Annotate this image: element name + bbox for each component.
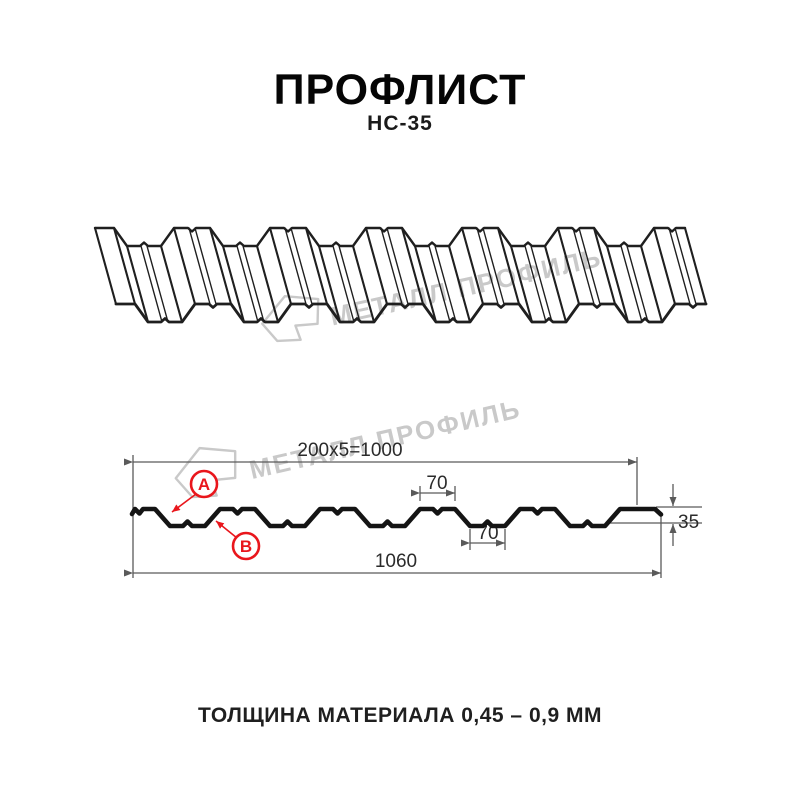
product-code: НС-35 (367, 112, 433, 135)
dim-label-overall-width: 1060 (375, 551, 417, 572)
thickness-note: ТОЛЩИНА МАТЕРИАЛА 0,45 – 0,9 ММ (198, 704, 602, 727)
marker-a-label: A (198, 475, 210, 494)
watermark-logo-icon (174, 446, 237, 499)
watermark-logo-icon (261, 295, 320, 343)
marker-b-label: B (240, 537, 252, 556)
dim-label-pitch: 200x5=1000 (297, 440, 402, 461)
dimension-lines (124, 455, 702, 578)
marker-b: B (215, 520, 261, 561)
dim-label-height: 35 (678, 512, 699, 533)
marker-a: A (171, 469, 219, 513)
profile-cross-section-outline (129, 506, 664, 529)
sheet-linework (93, 226, 708, 324)
page-title: ПРОФЛИСТ (273, 66, 527, 114)
dim-label-top-width: 70 (426, 473, 447, 494)
